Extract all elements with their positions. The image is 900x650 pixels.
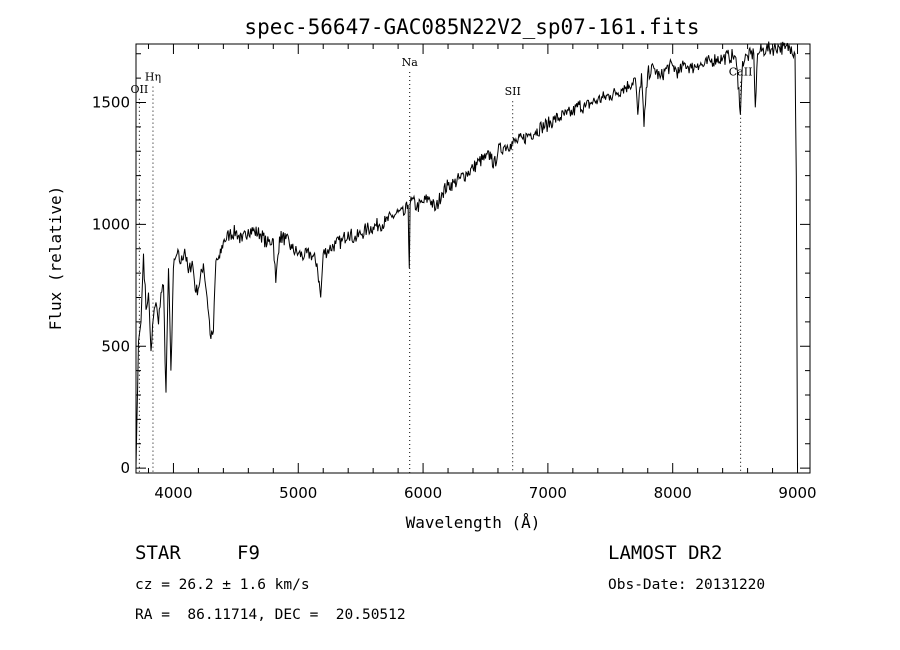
x-tick-label: 7000 — [529, 484, 567, 502]
spectral-line-label: CaII — [729, 66, 753, 79]
spectrum-series — [135, 41, 798, 469]
object-subclass: F9 — [237, 542, 260, 564]
x-tick-label: 8000 — [654, 484, 692, 502]
info-block: STAR F9 LAMOST DR2 cz = 26.2 ± 1.6 km/s … — [135, 542, 765, 623]
y-axis-ticks: 0 500 1000 1500 — [92, 53, 810, 477]
y-tick-label: 0 — [120, 459, 130, 477]
survey-name: LAMOST DR2 — [608, 542, 722, 564]
plot-frame — [135, 43, 811, 474]
y-axis-label: Flux (relative) — [46, 186, 65, 331]
spectrum-line — [135, 41, 798, 469]
x-tick-label: 4000 — [154, 484, 192, 502]
spectral-line-label: OII — [131, 83, 149, 96]
x-tick-label: 9000 — [778, 484, 816, 502]
x-tick-label: 5000 — [279, 484, 317, 502]
x-axis-label: Wavelength (Å) — [406, 513, 541, 532]
coordinates-readout: RA = 86.11714, DEC = 20.50512 — [135, 607, 406, 623]
y-tick-label: 1000 — [92, 215, 130, 233]
y-tick-label: 1500 — [92, 94, 130, 112]
spectral-line-label: SII — [505, 85, 521, 98]
spectral-line-label: Hη — [145, 71, 161, 84]
y-tick-label: 500 — [101, 337, 130, 355]
spectral-line-label: Na — [402, 56, 419, 69]
x-tick-label: 6000 — [404, 484, 442, 502]
observation-date: Obs-Date: 20131220 — [608, 577, 765, 593]
redshift-readout: cz = 26.2 ± 1.6 km/s — [135, 577, 310, 593]
object-type: STAR — [135, 542, 181, 564]
chart-title: spec-56647-GAC085N22V2_sp07-161.fits — [244, 15, 699, 39]
x-axis-ticks: 4000 5000 6000 7000 8000 9000 — [147, 44, 817, 502]
